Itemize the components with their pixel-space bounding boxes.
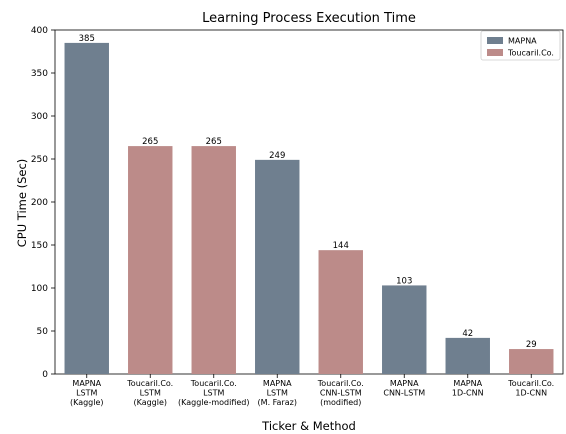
bar-value-label: 103 xyxy=(396,276,412,286)
y-tick-label: 50 xyxy=(37,327,49,337)
x-axis-label: Ticker & Method xyxy=(261,419,356,433)
bar-value-label: 29 xyxy=(526,340,537,350)
y-tick-label: 0 xyxy=(42,370,48,380)
x-tick-label: MAPNA CNN-LSTM xyxy=(383,379,425,398)
x-tick-label: Toucaril.Co. LSTM (Kaggle) xyxy=(126,379,173,407)
y-tick-label: 400 xyxy=(31,26,48,36)
x-tick-label: Toucaril.Co. 1D-CNN xyxy=(507,379,554,398)
bar xyxy=(255,159,300,374)
bar xyxy=(128,146,173,374)
x-tick-label: MAPNA LSTM (M. Faraz) xyxy=(258,379,297,407)
x-tick-label: Toucaril.Co. CNN-LSTM (modified) xyxy=(317,379,364,407)
bar-value-label: 265 xyxy=(206,137,222,147)
y-tick-label: 150 xyxy=(31,241,48,251)
bar-value-label: 249 xyxy=(269,151,285,161)
legend-swatch xyxy=(487,49,503,56)
bar xyxy=(191,146,236,374)
legend: MAPNA Toucaril.Co. xyxy=(480,30,561,61)
chart-title: Learning Process Execution Time xyxy=(202,11,416,26)
plot-area: 0 50 100 150 200 250 300 350 400 385 MAPNA LSTM (Kag… xyxy=(31,26,564,407)
y-tick-label: 350 xyxy=(31,69,48,79)
bar-value-label: 265 xyxy=(142,137,158,147)
bar-value-label: 385 xyxy=(79,34,95,44)
x-tick-label: MAPNA 1D-CNN xyxy=(452,379,484,398)
y-tick-label: 200 xyxy=(31,198,48,208)
y-axis-label: CPU Time (Sec) xyxy=(15,159,29,248)
y-tick-label: 300 xyxy=(31,112,48,122)
bar xyxy=(445,337,490,374)
x-tick-label: MAPNA LSTM (Kaggle) xyxy=(70,379,104,407)
bar-value-label: 144 xyxy=(333,241,349,251)
bar xyxy=(318,250,363,374)
bar-value-label: 42 xyxy=(462,329,473,339)
bar xyxy=(382,285,427,374)
legend-entry-label: MAPNA xyxy=(508,37,537,46)
bar xyxy=(64,42,109,375)
bar xyxy=(509,349,554,374)
y-tick-label: 100 xyxy=(31,284,48,294)
legend-swatch xyxy=(487,37,503,44)
x-tick-label: Toucaril.Co. LSTM (Kaggle-modified) xyxy=(178,379,249,407)
y-tick-label: 250 xyxy=(31,155,48,165)
legend-entry-label: Toucaril.Co. xyxy=(507,49,554,58)
